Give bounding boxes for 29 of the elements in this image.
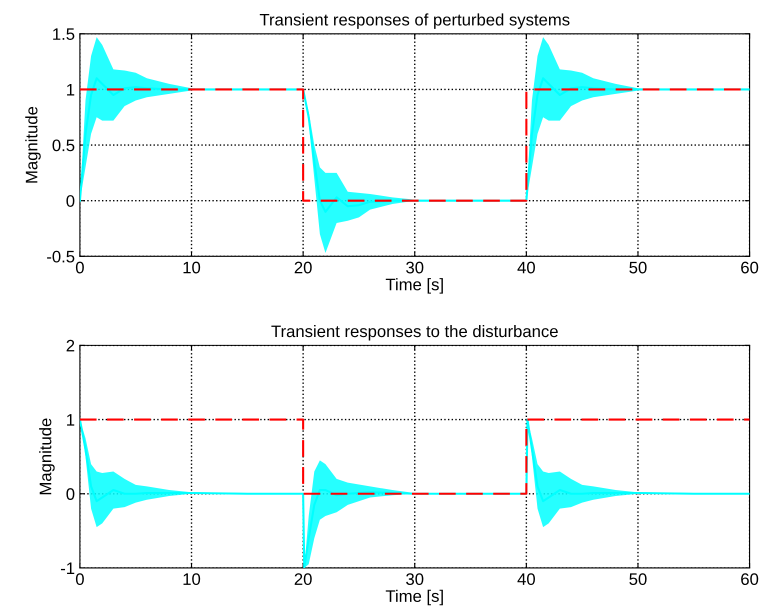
x-axis-title: Time [s] [386, 590, 443, 606]
x-tick-label: 50 [629, 573, 647, 586]
x-tick-label: 30 [406, 262, 424, 274]
y-tick-label: 1 [67, 414, 74, 426]
y-axis-title: Magnitude [39, 418, 55, 494]
x-tick-label: 10 [184, 262, 200, 274]
x-tick-label: 40 [517, 262, 535, 274]
y-tick-label: 0.5 [52, 139, 74, 152]
x-tick-label: 20 [294, 573, 312, 586]
chart-title: Transient responses to the disturbance [271, 324, 558, 340]
x-tick-label: 50 [629, 262, 647, 274]
x-tick-label: 10 [184, 573, 200, 586]
x-tick-label: 60 [741, 573, 758, 586]
chart-title: Transient responses of perturbed systems [260, 13, 570, 29]
y-axis-title: Magnitude [25, 106, 41, 183]
y-tick-label: 1.5 [53, 28, 74, 40]
y-tick-label: -1 [60, 562, 74, 574]
x-tick-label: 0 [76, 262, 84, 274]
y-tick-label: 1 [67, 84, 74, 96]
x-tick-label: 20 [294, 262, 312, 274]
x-tick-label: 30 [406, 573, 424, 586]
y-tick-label: -0.5 [47, 250, 74, 263]
x-tick-label: 40 [517, 573, 535, 586]
x-tick-label: 0 [76, 573, 84, 586]
x-axis-title: Time [s] [386, 278, 443, 294]
y-tick-label: 0 [66, 195, 74, 207]
y-tick-label: 2 [66, 340, 74, 352]
y-tick-label: 0 [66, 488, 74, 500]
x-tick-label: 60 [741, 262, 758, 274]
